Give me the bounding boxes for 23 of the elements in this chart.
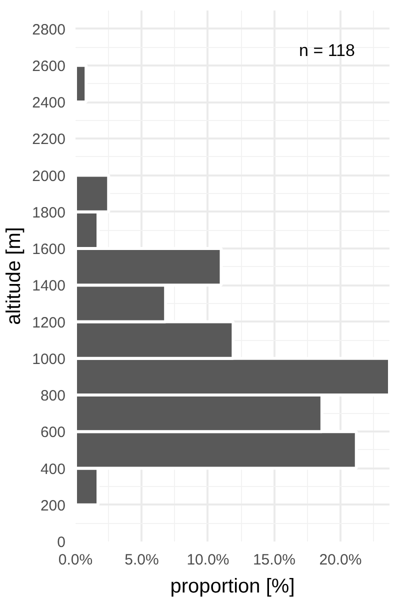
y-tick-label: 1000 (32, 350, 66, 368)
annotation: n = 118 (299, 40, 355, 60)
x-tick-label: 10.0% (186, 552, 230, 568)
y-tick-label: 2600 (32, 58, 66, 75)
x-tick-label: 20.0% (319, 552, 362, 568)
y-tick-label: 200 (40, 497, 66, 514)
y-tick-label: 600 (40, 424, 66, 442)
y-tick-label: 2400 (32, 94, 66, 112)
y-tick-label: 1400 (32, 278, 66, 295)
y-tick-label: 2200 (32, 131, 66, 148)
y-tick-label: 1200 (32, 314, 66, 332)
x-tick-label: 5.0% (124, 552, 159, 568)
y-axis-title: altitude [m] (3, 227, 26, 325)
y-tick-label: 1600 (32, 241, 66, 258)
x-tick-label: 0.0% (58, 552, 93, 568)
x-tick-label: 15.0% (252, 552, 296, 568)
y-tick-label: 0 (57, 534, 66, 551)
y-tick-label: 1800 (32, 204, 66, 222)
y-tick-label: 400 (40, 460, 66, 478)
x-axis-title: proportion [%] (170, 576, 295, 598)
y-tick-label: 2800 (32, 21, 66, 38)
y-tick-label: 2000 (32, 168, 66, 185)
y-tick-label: 800 (40, 388, 66, 405)
